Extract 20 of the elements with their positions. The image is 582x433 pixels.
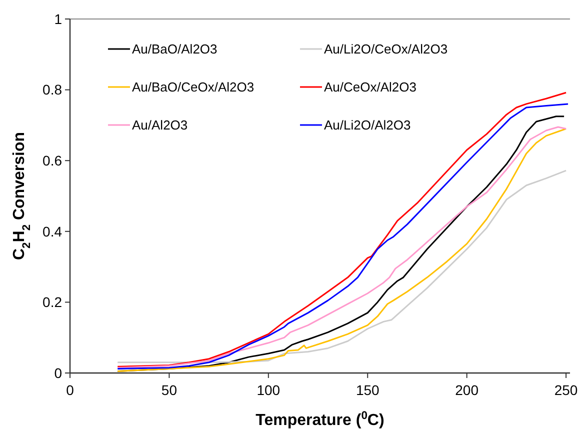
legend-label: Au/Al2O3 xyxy=(132,118,188,133)
x-tick-label: 0 xyxy=(66,382,74,398)
legend-label: Au/BaO/Al2O3 xyxy=(132,42,218,57)
y-tick-label: 0.6 xyxy=(42,152,62,168)
y-tick-label: 1 xyxy=(54,10,62,27)
legend-label: Au/Li2O/Al2O3 xyxy=(324,118,411,133)
x-tick-label: 100 xyxy=(256,382,280,398)
x-tick-label: 50 xyxy=(161,382,178,398)
x-tick-label: 250 xyxy=(554,382,578,398)
y-tick-label: 0.4 xyxy=(42,223,62,240)
x-tick-label: 200 xyxy=(455,382,479,398)
x-tick-label: 150 xyxy=(356,382,380,398)
line-series xyxy=(116,170,567,364)
y-tick-label: 0.8 xyxy=(42,82,62,98)
legend-label: Au/CeOx/Al2O3 xyxy=(324,80,416,95)
x-axis-title: Temperature ($^{0}$C) xyxy=(256,410,384,429)
y-tick-label: 0 xyxy=(54,364,62,381)
y-tick-label: 0.2 xyxy=(42,294,62,310)
legend-label: Au/Li2O/CeOx/Al2O3 xyxy=(324,42,448,57)
legend-label: Au/BaO/CeOx/Al2O3 xyxy=(132,80,254,95)
